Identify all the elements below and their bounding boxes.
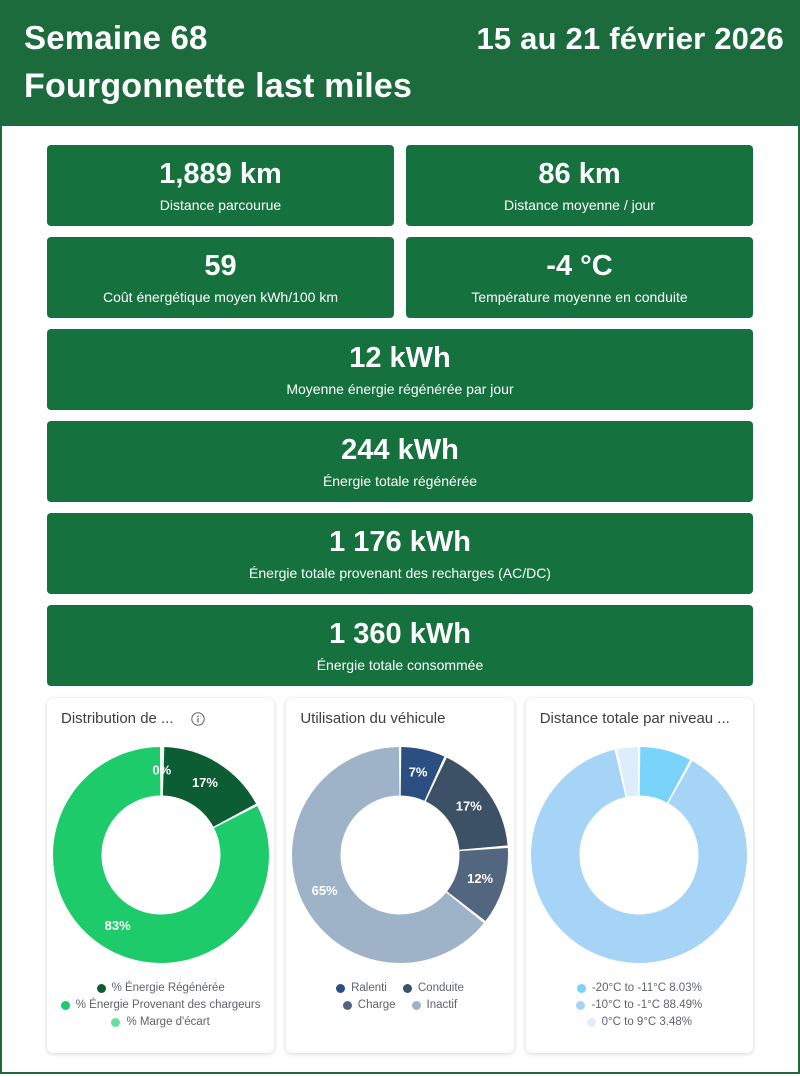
svg-text:7%: 7% <box>409 765 428 780</box>
svg-text:65%: 65% <box>312 883 338 898</box>
svg-text:0%: 0% <box>152 763 171 778</box>
svg-text:12%: 12% <box>467 871 493 886</box>
svg-text:17%: 17% <box>456 799 482 814</box>
svg-text:17%: 17% <box>192 775 218 790</box>
svg-text:83%: 83% <box>104 918 130 933</box>
